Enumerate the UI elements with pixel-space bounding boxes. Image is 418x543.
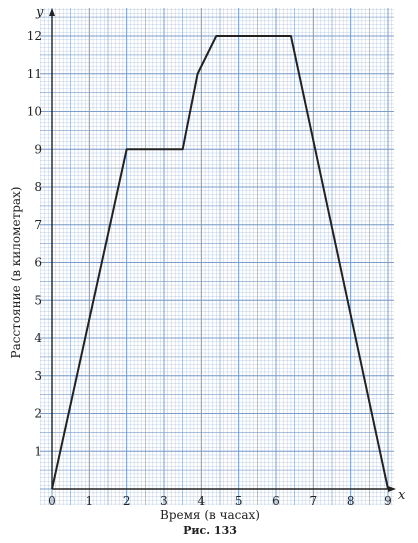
grid bbox=[40, 8, 394, 505]
y-tick-label: 6 bbox=[34, 256, 42, 270]
x-tick-label: 1 bbox=[86, 494, 94, 508]
x-axis-title: Время (в часах) bbox=[160, 508, 260, 522]
x-axis-letter: x bbox=[398, 488, 406, 503]
y-tick-label: 8 bbox=[34, 180, 42, 194]
y-tick-label: 9 bbox=[34, 142, 42, 156]
y-tick-label: 4 bbox=[34, 331, 42, 345]
y-tick-label: 3 bbox=[34, 369, 42, 383]
figure-caption: Рис. 133 bbox=[183, 524, 237, 537]
x-axis-arrow bbox=[388, 486, 396, 492]
x-tick-label: 4 bbox=[198, 494, 206, 508]
x-tick-label: 2 bbox=[123, 494, 131, 508]
origin-label: 0 bbox=[48, 494, 56, 508]
x-tick-label: 9 bbox=[384, 494, 392, 508]
x-tick-label: 5 bbox=[235, 494, 243, 508]
y-tick-label: 10 bbox=[27, 105, 42, 119]
x-tick-label: 6 bbox=[272, 494, 280, 508]
y-tick-label: 12 bbox=[27, 29, 42, 43]
y-tick-label: 5 bbox=[34, 293, 42, 307]
series-line-distance bbox=[51, 35, 389, 490]
y-tick-label: 2 bbox=[34, 407, 42, 421]
y-tick-label: 7 bbox=[34, 218, 42, 232]
x-tick-label: 7 bbox=[310, 494, 318, 508]
y-axis-title: Расстояние (в километрах) bbox=[9, 187, 23, 359]
axes bbox=[49, 8, 396, 492]
y-tick-label: 1 bbox=[34, 444, 42, 458]
x-tick-label: 8 bbox=[347, 494, 355, 508]
y-axis-arrow bbox=[49, 8, 55, 16]
y-axis-letter: y bbox=[35, 5, 44, 20]
y-tick-label: 11 bbox=[27, 67, 42, 81]
x-tick-label: 3 bbox=[160, 494, 168, 508]
